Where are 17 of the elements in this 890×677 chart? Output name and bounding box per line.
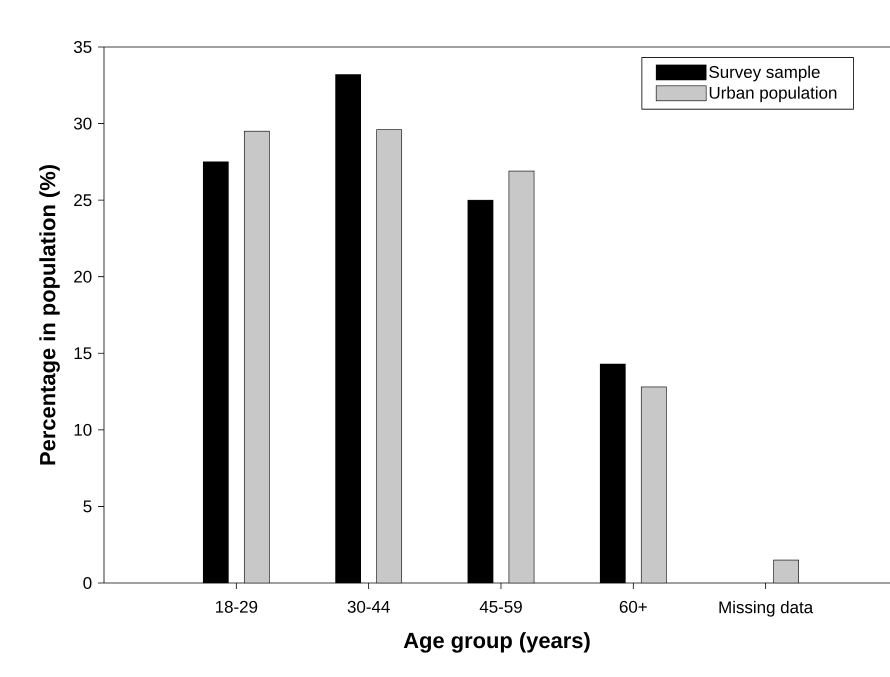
y-tick-label: 35: [74, 40, 92, 53]
x-tick-label: 60+: [620, 600, 647, 613]
x-tick-label: 45-59: [480, 600, 522, 613]
y-tick-label: 15: [74, 347, 92, 360]
y-tick-label: 30: [74, 118, 92, 130]
y-axis-title: Percentage in population (%): [39, 165, 60, 465]
legend-label: Survey sample: [709, 66, 820, 82]
y-tick-label: 10: [74, 424, 92, 436]
x-tick-label: 30-44: [348, 600, 390, 613]
y-tick-label: 5: [83, 500, 92, 512]
y-tick-label: 25: [74, 194, 92, 206]
x-tick-label: 18-29: [216, 600, 258, 613]
x-axis-title: Age group (years): [404, 632, 590, 653]
x-tick-label: Missing data: [719, 600, 814, 617]
y-tick-label: 0: [83, 577, 92, 589]
legend-label: Urban population: [710, 86, 836, 102]
y-tick-label: 20: [74, 270, 92, 283]
